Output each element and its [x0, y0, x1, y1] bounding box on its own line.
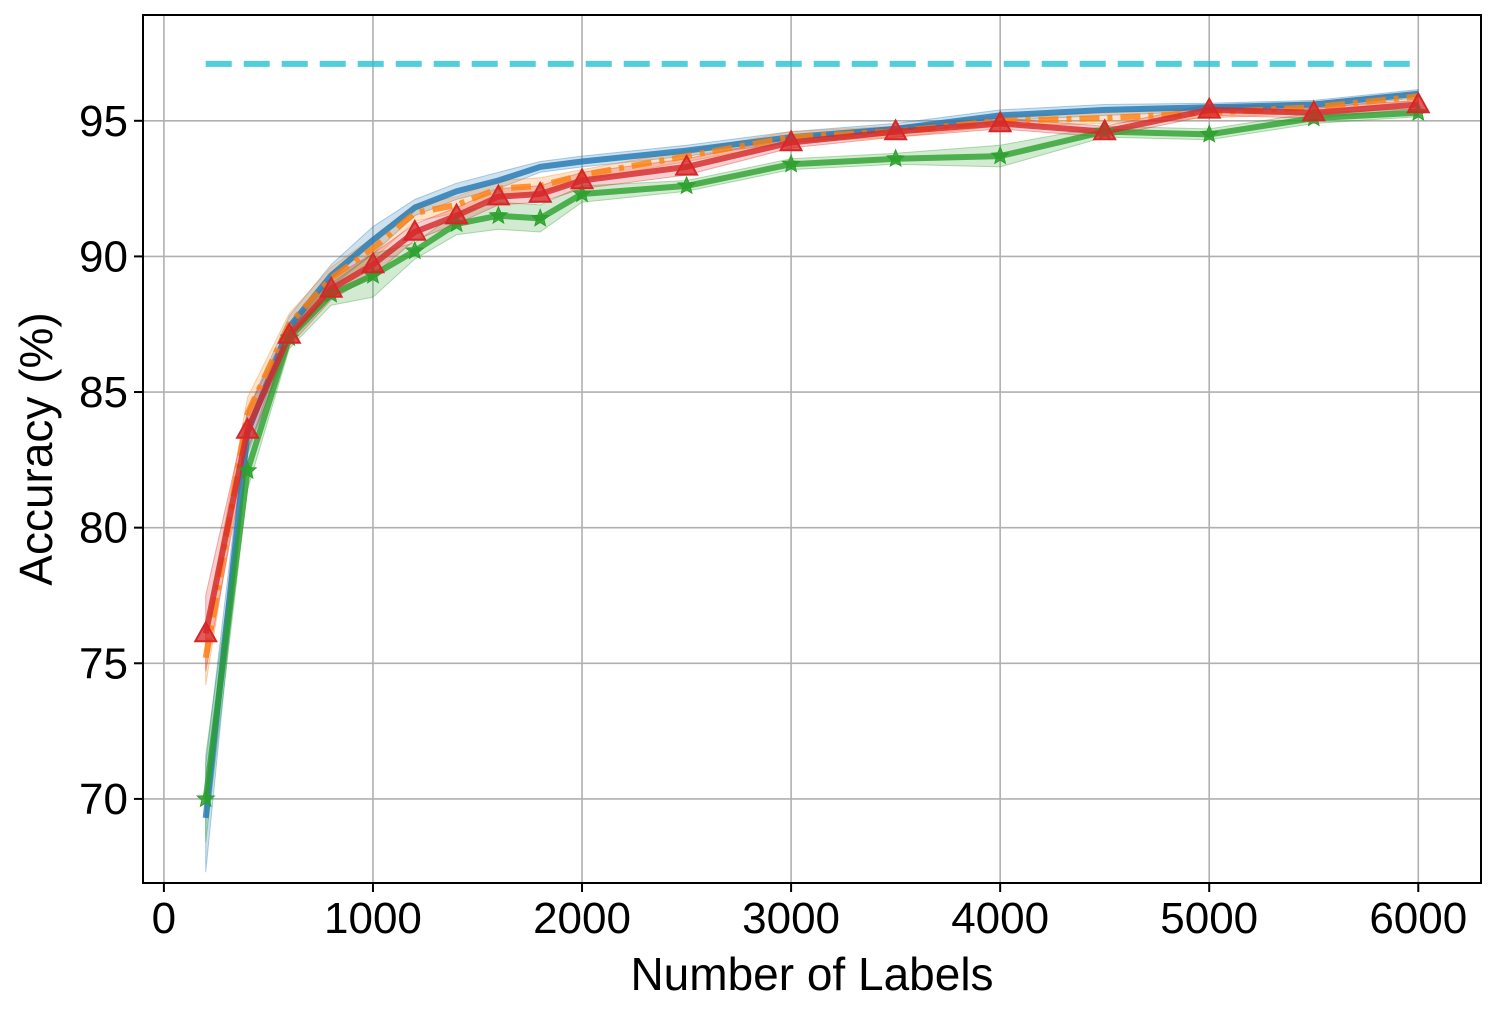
confidence-band-4 [205, 99, 1419, 672]
x-axis-ticks: 0 1000 2000 3000 4000 5000 6000 [152, 883, 1467, 943]
x-tick-label: 3000 [742, 894, 840, 943]
series-markers [193, 91, 1431, 808]
series-3-point [237, 460, 258, 480]
grid-lines [143, 15, 1481, 883]
series-3-point [572, 183, 592, 203]
series-3-point [676, 175, 697, 195]
y-tick-label: 75 [79, 639, 128, 688]
series-3-point [488, 205, 509, 225]
x-axis-label: Number of Labels [630, 948, 993, 1000]
series-line-4 [202, 101, 1419, 635]
x-tick-label: 0 [152, 894, 176, 943]
series-4-point [987, 110, 1013, 133]
series-4-point [778, 129, 804, 152]
series-4-point [402, 218, 427, 241]
series-3-point [404, 240, 425, 260]
plot-frame [142, 14, 1482, 884]
x-tick-label: 6000 [1369, 894, 1467, 943]
y-tick-label: 80 [79, 504, 128, 553]
x-tick-label: 2000 [533, 894, 631, 943]
x-tick-label: 5000 [1160, 894, 1258, 943]
confidence-band-1 [205, 89, 1419, 873]
series-3-point [990, 145, 1010, 165]
y-axis-ticks: 70 75 80 85 90 95 [79, 97, 143, 824]
series-4-point [528, 180, 553, 203]
x-tick-label: 1000 [324, 894, 422, 943]
series-4-point [318, 275, 344, 298]
series-4-point [444, 202, 469, 225]
series-4-point [360, 251, 386, 274]
y-tick-label: 95 [79, 97, 128, 146]
series-4-point [1092, 118, 1117, 141]
confidence-bands [205, 89, 1419, 873]
series-4-point [569, 167, 595, 190]
series-4-point [193, 620, 218, 643]
series-3-point [530, 208, 551, 227]
x-tick-label: 4000 [951, 894, 1049, 943]
series-4-point [1406, 91, 1431, 114]
series-line-3 [202, 109, 1419, 800]
series-4-point [883, 118, 908, 141]
series-3-point [195, 788, 216, 808]
series-4-point [674, 153, 699, 176]
series-4-point [235, 416, 260, 439]
series-4-point [277, 322, 302, 344]
y-tick-label: 85 [79, 368, 128, 417]
series-line-1 [202, 90, 1419, 819]
y-tick-label: 90 [79, 232, 128, 281]
series-4-point [1197, 96, 1222, 119]
y-axis-label: Accuracy (%) [10, 312, 62, 585]
series-4-point [486, 183, 511, 206]
confidence-band-2 [205, 91, 1419, 686]
series-4-point [1301, 99, 1326, 122]
series-3-point [781, 153, 801, 173]
series-3-point [1199, 124, 1220, 143]
series-3-point [885, 148, 906, 168]
series-line-2 [202, 93, 1419, 659]
series-lines [202, 90, 1419, 819]
y-tick-label: 70 [79, 775, 128, 824]
